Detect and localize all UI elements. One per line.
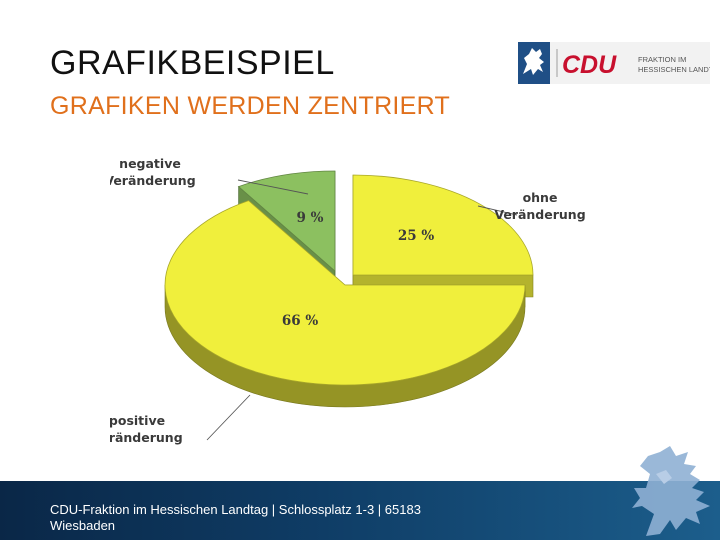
logo-line-1: FRAKTION IM (638, 55, 686, 64)
pie-value-label: 25 % (398, 228, 434, 244)
lion-crest-icon (523, 48, 544, 75)
slide-subtitle: GRAFIKEN WERDEN ZENTRIERT (50, 92, 451, 120)
cdu-wordmark: CDU (562, 51, 617, 79)
pie-value-label: 9 % (297, 210, 324, 226)
logo-line-2: HESSISCHEN LANDTAG (638, 65, 710, 74)
pie-callout-line (237, 179, 309, 195)
footer-bar: CDU-Fraktion im Hessischen Landtag | Sch… (0, 481, 720, 540)
footer-address: CDU-Fraktion im Hessischen Landtag | Sch… (50, 502, 421, 533)
pie-callout-line (206, 394, 251, 441)
pie-callout-line (477, 205, 518, 216)
pie-category-label: negative Veränderung (110, 156, 196, 188)
pie-category-label: positiveVeränderung (110, 413, 183, 445)
slide-title: GRAFIKBEISPIEL (50, 44, 335, 82)
cdu-logo: CDU FRAKTION IM HESSISCHEN LANDTAG (518, 42, 710, 84)
pie-category-label: ohne Veränderung (494, 190, 585, 222)
hessian-lion-icon (632, 446, 710, 536)
pie-value-label: 66 % (282, 313, 318, 329)
pie-slice (352, 174, 534, 276)
pie-slice (237, 170, 336, 272)
pie-tops (164, 170, 534, 386)
pie-slice (164, 200, 526, 386)
